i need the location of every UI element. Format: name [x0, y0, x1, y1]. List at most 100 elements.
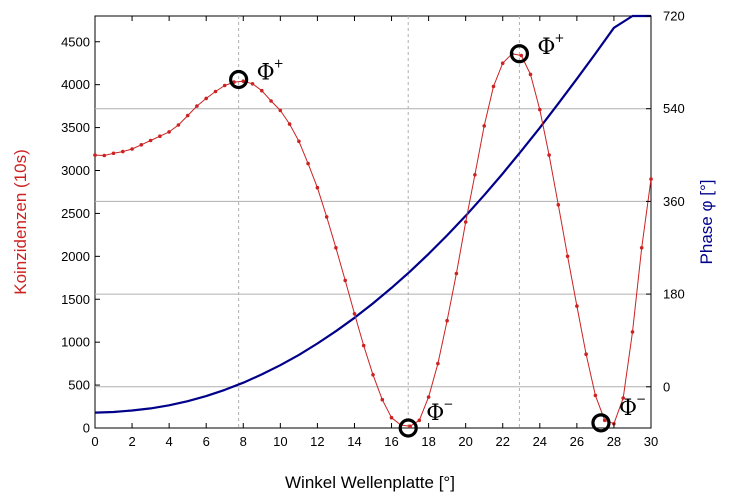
y-left-tick-label: 2500	[61, 206, 90, 221]
counts-point	[334, 246, 338, 250]
counts-point	[528, 72, 533, 77]
counts-point	[426, 395, 431, 399]
phase-series	[94, 14, 651, 414]
counts-point	[176, 123, 181, 127]
x-tick-label: 14	[347, 434, 361, 449]
counts-point	[93, 153, 97, 157]
counts-point	[121, 149, 125, 154]
y-left-tick-label: 500	[68, 378, 90, 393]
y-left-tick-label: 4000	[61, 77, 90, 92]
counts-point	[593, 393, 598, 398]
x-axis-title: Winkel Wellenplatte [°]	[285, 473, 455, 492]
axes: 0 2 4 6 8 10 12 14 16 18 20 22 24 26 28 300500100015002…	[61, 9, 685, 450]
x-tick-label: 16	[384, 434, 398, 449]
counts-point	[297, 139, 301, 144]
counts-point	[361, 343, 366, 348]
y-left-tick-label: 0	[83, 421, 90, 436]
plot-frame	[94, 15, 652, 429]
y-right-tick-label: 0	[663, 379, 670, 394]
counts-point	[519, 53, 524, 58]
phi-marker-ring	[509, 44, 530, 64]
counts-point	[445, 318, 449, 323]
phi-label: Φ	[257, 61, 275, 86]
counts-point	[139, 143, 144, 147]
y-left-tick-label: 1000	[61, 335, 90, 350]
y-right-tick-label: 360	[663, 194, 685, 209]
counts-series	[93, 52, 653, 429]
phi-sign-label: +	[554, 31, 564, 45]
x-tick-label: 30	[644, 434, 658, 449]
x-tick-label: 6	[203, 434, 210, 449]
counts-point	[547, 153, 551, 157]
counts-point	[250, 82, 255, 86]
x-tick-label: 8	[240, 434, 247, 449]
counts-point	[148, 138, 153, 143]
counts-point	[491, 84, 496, 89]
counts-point	[306, 161, 310, 166]
phi-sign-label: −	[636, 392, 646, 406]
y-right-tick-label: 180	[663, 287, 685, 302]
counts-point	[371, 373, 375, 377]
phi-marker-ring	[591, 413, 611, 433]
counts-point	[473, 173, 477, 177]
counts-point	[260, 88, 264, 93]
counts-point	[584, 352, 588, 357]
phi-marker-ring	[398, 418, 418, 438]
counts-point	[213, 89, 218, 94]
counts-point	[130, 147, 134, 151]
x-tick-label: 12	[310, 434, 324, 449]
counts-point	[463, 220, 468, 224]
phi-label: Φ	[619, 396, 637, 421]
y-left-tick-label: 3000	[61, 163, 90, 178]
counts-point	[436, 361, 440, 366]
x-tick-label: 26	[570, 434, 584, 449]
counts-point	[352, 312, 357, 316]
counts-point	[102, 153, 107, 158]
x-tick-label: 10	[273, 434, 287, 449]
y-left-tick-label: 2000	[61, 249, 90, 264]
phi-marker-ring	[229, 69, 249, 90]
counts-point	[630, 330, 635, 334]
counts-point	[324, 215, 329, 219]
counts-point	[565, 254, 570, 259]
y-right-tick-label: 540	[663, 101, 685, 116]
counts-point	[389, 415, 394, 420]
phi-markers: Φ+Φ−Φ+Φ−	[229, 31, 646, 438]
counts-point	[269, 99, 273, 103]
counts-point	[538, 107, 542, 112]
counts-point	[417, 418, 422, 423]
counts-point	[241, 79, 246, 83]
x-tick-label: 20	[458, 434, 472, 449]
counts-point	[315, 185, 320, 190]
counts-point	[454, 271, 459, 276]
phase-line	[94, 14, 651, 414]
y-left-axis-title: Koinzidenzen (10s)	[11, 149, 30, 295]
phi-sign-label: +	[274, 57, 284, 71]
counts-point	[287, 122, 292, 126]
y-right-axis-title: Phase φ [°]	[697, 180, 716, 265]
x-tick-label: 18	[421, 434, 435, 449]
counts-point	[204, 96, 208, 101]
counts-point	[222, 83, 227, 88]
y-right-tick-label: 720	[663, 9, 685, 24]
counts-point	[343, 278, 348, 283]
x-tick-label: 2	[128, 434, 135, 449]
counts-point	[621, 396, 625, 400]
counts-point	[158, 134, 162, 138]
grid	[95, 16, 651, 428]
counts-point	[111, 151, 116, 156]
x-tick-label: 28	[607, 434, 621, 449]
counts-point	[500, 61, 505, 65]
counts-point	[167, 130, 171, 134]
y-left-tick-label: 1500	[61, 292, 90, 307]
phi-sign-label: −	[443, 397, 453, 411]
counts-point	[482, 124, 487, 128]
x-tick-label: 22	[495, 434, 509, 449]
counts-point	[556, 203, 561, 207]
counts-point	[602, 418, 607, 423]
x-tick-label: 0	[91, 434, 98, 449]
y-left-tick-label: 3500	[61, 120, 90, 135]
counts-point	[380, 397, 385, 402]
x-tick-label: 4	[166, 434, 173, 449]
